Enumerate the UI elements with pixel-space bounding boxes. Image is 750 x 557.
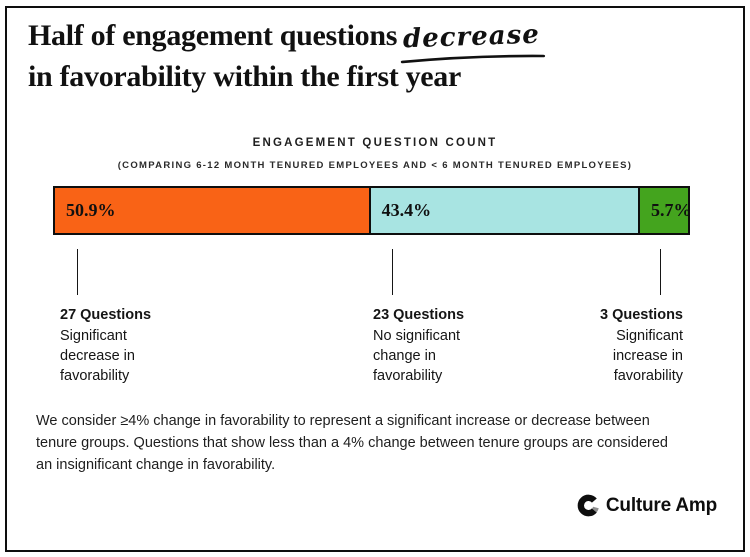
chart-title: ENGAGEMENT QUESTION COUNT	[252, 137, 498, 149]
title-line2: in favorability within the first year	[28, 60, 462, 93]
annotation-significant-increase: 3 Questions Significant increase in favo…	[600, 305, 683, 386]
segment-percent-label: 5.7%	[651, 200, 688, 220]
bar-segment-significant-decrease: 50.9%	[55, 188, 369, 233]
annotation-count: 27 Questions	[60, 307, 152, 323]
segment-percent-label: 43.4%	[381, 200, 432, 220]
annotation-no-significant-change: 23 Questions No significant change in fa…	[373, 305, 464, 386]
footnote: We consider ≥4% change in favorability t…	[36, 413, 668, 473]
bar-segment-significant-increase: 5.7%	[638, 188, 688, 233]
page-title: Half of engagement questions decrease in f…	[28, 16, 546, 96]
culture-amp-logo-text: Culture Amp	[605, 494, 717, 516]
connector-line-increase	[660, 249, 661, 295]
bar-segment-no-significant-change: 43.4%	[368, 188, 638, 233]
chart-caption: (COMPARING 6-12 MONTH TENURED EMPLOYEES …	[117, 160, 633, 171]
annotation-description: Significant increase in favorability	[612, 328, 683, 384]
connector-line-no-change	[392, 249, 393, 295]
annotation-significant-decrease: 27 Questions Significant decrease in fav…	[60, 305, 151, 386]
culture-amp-logo: Culture Amp	[577, 494, 717, 517]
page-border	[5, 6, 745, 552]
annotation-count: 23 Questions	[373, 307, 465, 323]
title-highlight-decrease: decrease	[400, 16, 546, 64]
connector-line-decrease	[77, 249, 78, 295]
annotation-description: No significant change in favorability	[373, 328, 461, 384]
culture-amp-logo-icon	[577, 494, 599, 517]
title-prefix: Half of engagement questions	[28, 19, 398, 52]
stacked-bar: 50.9% 43.4% 5.7%	[53, 186, 690, 235]
hand-drawn-underline	[400, 54, 546, 64]
segment-percent-label: 50.9%	[66, 200, 116, 220]
annotation-count: 3 Questions	[600, 307, 683, 323]
annotation-description: Significant decrease in favorability	[60, 328, 135, 384]
